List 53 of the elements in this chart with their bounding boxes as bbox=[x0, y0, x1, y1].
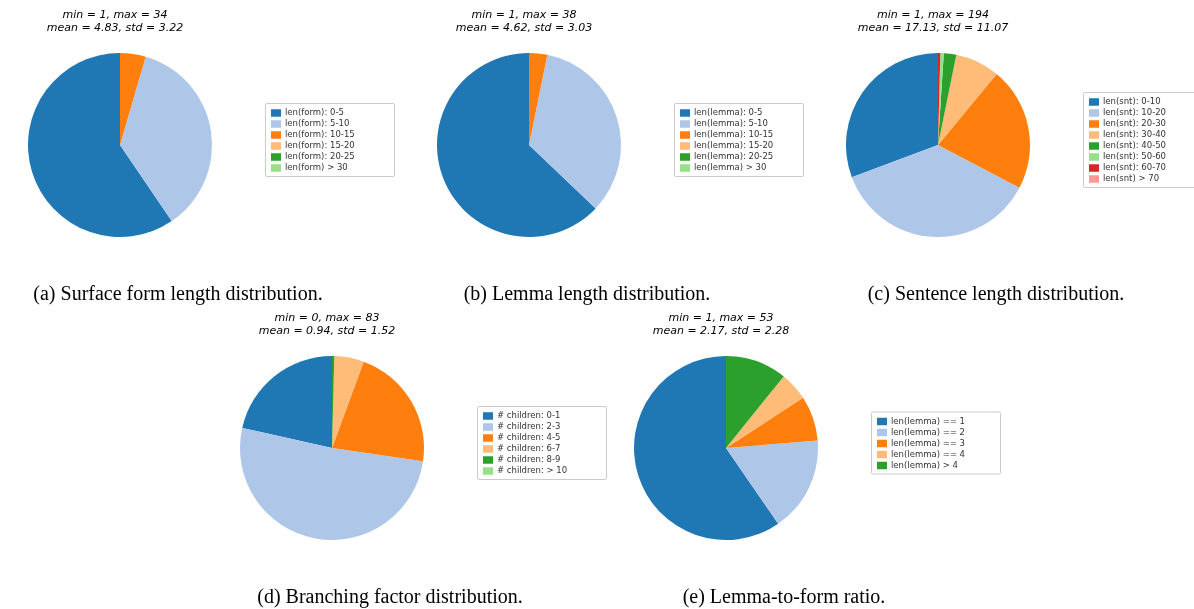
chart-subtitle: min = 0, max = 83 mean = 0.94, std = 1.52 bbox=[257, 311, 397, 337]
legend-label: len(lemma) == 1 bbox=[891, 415, 966, 426]
legend-label: len(snt): 50-60 bbox=[1103, 151, 1167, 161]
legend-label: len(lemma): 10-15 bbox=[694, 129, 774, 139]
pie-slice bbox=[529, 53, 548, 145]
pie-slice bbox=[332, 361, 424, 462]
legend-label: len(snt): 0-10 bbox=[1103, 96, 1161, 106]
text: (a) Surface form length distribution. bbox=[32, 282, 324, 305]
legend-label: len(snt): 40-50 bbox=[1103, 140, 1167, 150]
legend-label: len(lemma): 15-20 bbox=[694, 140, 774, 150]
legend-label: # children: > 10 bbox=[497, 465, 568, 475]
legend-label: len(lemma) == 4 bbox=[891, 448, 966, 459]
pie-slice bbox=[242, 356, 332, 448]
pie-slice bbox=[726, 356, 784, 448]
legend-label: len(lemma): 0-5 bbox=[694, 107, 763, 117]
legend-label: len(lemma) > 30 bbox=[694, 162, 767, 172]
legend-label: # children: 2-3 bbox=[497, 421, 561, 431]
legend-label: len(lemma): 5-10 bbox=[694, 118, 768, 128]
legend-label: len(form): 5-10 bbox=[285, 118, 350, 128]
chart-subtitle: min = 1, max = 38 mean = 4.62, std = 3.03 bbox=[454, 8, 594, 34]
text: (e) Lemma-to-form ratio. bbox=[681, 585, 887, 608]
legend-label: # children: 4-5 bbox=[497, 432, 561, 442]
legend-label: len(form): 20-25 bbox=[285, 151, 355, 161]
legend-label: # children: 6-7 bbox=[497, 443, 561, 453]
legend-label: len(snt): 60-70 bbox=[1103, 162, 1167, 172]
text: (b) Lemma length distribution. bbox=[462, 282, 712, 305]
legend-label: # children: 0-1 bbox=[497, 410, 561, 420]
legend-label: len(lemma) == 2 bbox=[891, 426, 966, 437]
text: (d) Branching factor distribution. bbox=[256, 585, 524, 608]
legend-label: len(snt): 30-40 bbox=[1103, 129, 1167, 139]
legend-label: len(lemma): 20-25 bbox=[694, 151, 774, 161]
pie-slice bbox=[529, 54, 621, 209]
legend-label: len(form): 0-5 bbox=[285, 107, 344, 117]
pie-slice bbox=[726, 397, 818, 448]
chart-subtitle: min = 1, max = 34 mean = 4.83, std = 3.22 bbox=[45, 8, 185, 34]
legend-label: len(form): 10-15 bbox=[285, 129, 355, 139]
pie-slice bbox=[332, 356, 364, 448]
legend-label: len(form) > 30 bbox=[285, 162, 348, 172]
pie-slice bbox=[634, 356, 779, 540]
legend-label: # children: 8-9 bbox=[497, 454, 561, 464]
pie-slice bbox=[437, 53, 596, 237]
chart-subtitle: min = 1, max = 53 mean = 2.17, std = 2.28 bbox=[651, 311, 791, 337]
legend-label: len(snt): 10-20 bbox=[1103, 107, 1167, 117]
pie-slice bbox=[240, 427, 424, 540]
pie-slice bbox=[726, 440, 818, 524]
legend-label: len(lemma) > 4 bbox=[891, 459, 958, 470]
text: (c) Sentence length distribution. bbox=[866, 282, 1126, 305]
legend-label: len(lemma) == 3 bbox=[891, 437, 966, 448]
pie-slice bbox=[726, 376, 804, 448]
legend-label: len(snt): 20-30 bbox=[1103, 118, 1167, 128]
chart-subtitle: min = 1, max = 194 mean = 17.13, std = 11.07 bbox=[856, 8, 1010, 34]
legend-label: len(snt) > 70 bbox=[1103, 173, 1160, 183]
legend-label: len(form): 15-20 bbox=[285, 140, 355, 150]
